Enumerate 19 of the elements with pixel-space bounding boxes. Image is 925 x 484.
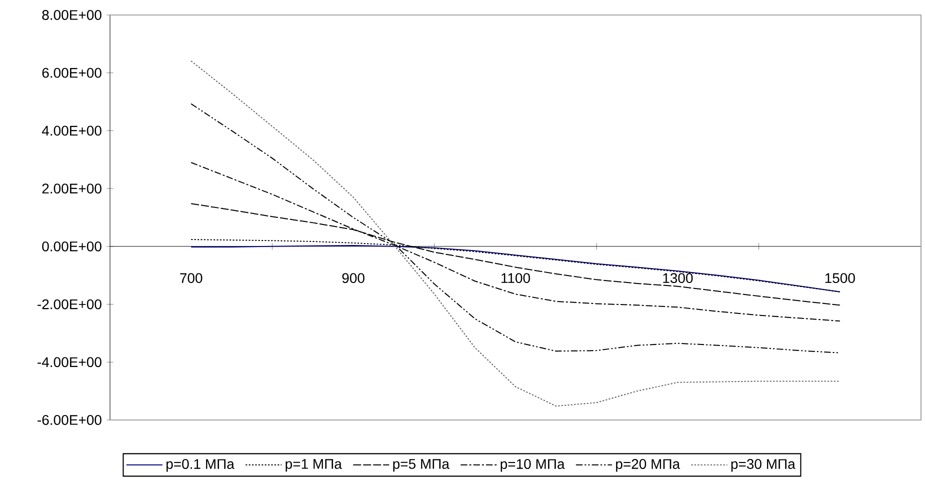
legend-label: p=30 МПа <box>731 459 796 472</box>
x-tick-label: 1100 <box>502 273 530 284</box>
y-tick-label: 6.00E+00 <box>42 68 102 78</box>
y-tick-label: 8.00E+00 <box>42 10 102 20</box>
x-tick-label: 1300 <box>663 273 693 284</box>
y-tick-label: 2.00E+00 <box>42 184 102 194</box>
legend-label: p=1 МПа <box>286 459 342 472</box>
y-tick-label: 0.00E+00 <box>42 241 102 252</box>
x-tick-label: 700 <box>180 273 202 284</box>
x-tick-label: 1500 <box>825 273 855 284</box>
y-tick-label: -6.00E+00 <box>38 415 102 425</box>
legend-label: p=10 МПа <box>500 459 565 472</box>
legend-label: p=0.1 МПа <box>166 459 234 472</box>
y-tick-label: -4.00E+00 <box>38 357 102 368</box>
legend-label: p=5 МПа <box>393 459 450 472</box>
y-tick-label: 4.00E+00 <box>42 126 102 136</box>
y-tick-label: -2.00E+00 <box>38 299 102 310</box>
legend-label: p=20 МПа <box>616 459 680 472</box>
x-tick-label: 900 <box>342 273 364 284</box>
